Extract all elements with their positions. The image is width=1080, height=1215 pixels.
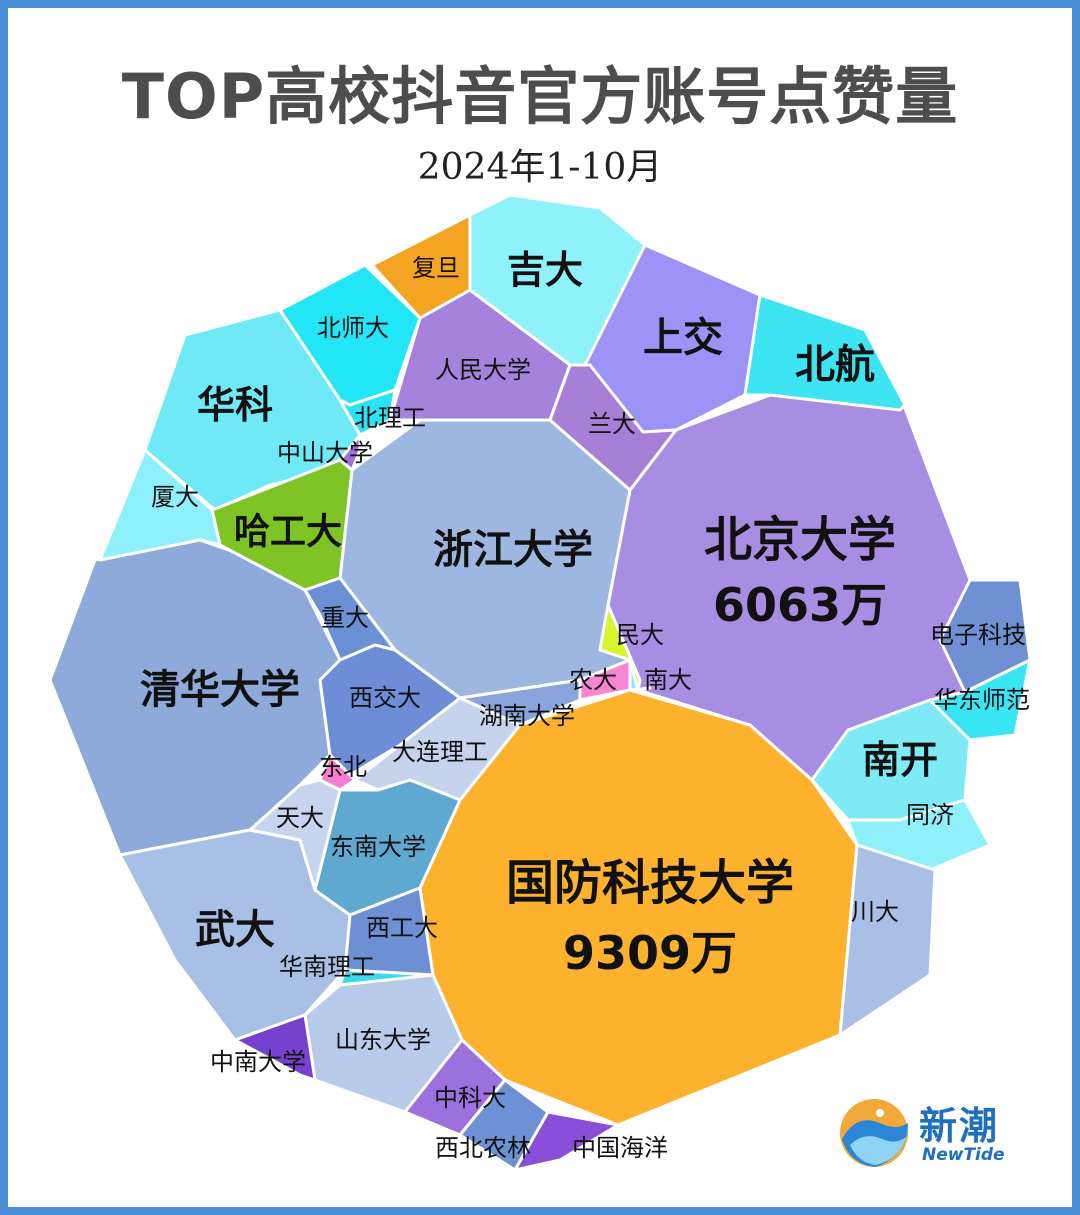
- cell-label-25: 农大: [569, 666, 617, 694]
- cell-27: [313, 778, 462, 917]
- cell-label-10: 北航: [795, 342, 875, 388]
- cell-value-label-1: 9309万: [563, 926, 737, 980]
- cell-label-27: 东南大学: [330, 833, 426, 861]
- wave-logo-icon: [840, 1099, 908, 1167]
- voronoi-chart: 国防科技大学9309万北京大学6063万浙江大学清华大学武大华科哈工大吉大上交北…: [48, 193, 1032, 1172]
- cell-label-13: 北师大: [317, 314, 389, 342]
- cell-label-9: 上交: [643, 315, 723, 361]
- cell-label-21: 东北: [319, 753, 367, 781]
- chart-subtitle: 2024年1-10月: [417, 147, 663, 188]
- cell-label-5: 武大: [195, 907, 275, 953]
- cell-17: [338, 433, 362, 472]
- cell-label-7: 哈工大: [234, 512, 342, 553]
- cell-label-22: 大连理工: [392, 738, 488, 766]
- cell-label-20: 西交大: [349, 684, 421, 712]
- cell-39: [838, 843, 937, 1037]
- cell-label-3: 浙江大学: [433, 527, 593, 573]
- cell-26: [628, 658, 652, 692]
- cell-35: [513, 1110, 620, 1172]
- cell-10: [743, 293, 907, 412]
- cell-label-30: 华南理工: [279, 953, 375, 981]
- cell-36: [938, 578, 1032, 694]
- cell-37: [928, 658, 1032, 742]
- cell-label-35: 中国海洋: [572, 1134, 668, 1162]
- cell-28: [248, 778, 342, 892]
- cell-label-33: 中科大: [434, 1084, 506, 1112]
- cell-21: [318, 753, 357, 792]
- cell-label-15: 兰大: [588, 410, 636, 438]
- cell-label-11: 南开: [862, 738, 938, 782]
- logo-subname: NewTide: [922, 1145, 1005, 1165]
- cell-label-4: 清华大学: [140, 667, 300, 713]
- cell-label-31: 山东大学: [335, 1026, 431, 1054]
- cell-label-37: 华东师范: [934, 686, 1030, 714]
- cell-label-16: 北理工: [354, 404, 426, 432]
- newtide-logo: 新潮 NewTide: [836, 1093, 1036, 1173]
- cell-18: [98, 448, 222, 562]
- cell-label-2: 北京大学: [704, 512, 896, 568]
- chart-title: TOP高校抖音官方账号点赞量: [121, 60, 959, 133]
- cell-label-39: 川大: [851, 898, 899, 926]
- cell-16: [338, 388, 397, 437]
- cell-label-32: 中南大学: [210, 1048, 306, 1076]
- cell-label-29: 西工大: [366, 914, 438, 942]
- cell-label-34: 西北农林: [435, 1134, 531, 1162]
- cell-label-6: 华科: [197, 383, 273, 427]
- cell-label-36: 电子科技: [930, 621, 1026, 649]
- cell-value-label-2: 6063万: [713, 578, 887, 632]
- cell-label-1: 国防科技大学: [506, 855, 794, 911]
- logo-name: 新潮: [919, 1104, 1000, 1148]
- cell-label-12: 人民大学: [435, 356, 531, 384]
- cell-32: [233, 1013, 317, 1082]
- cell-label-24: 民大: [616, 621, 664, 649]
- cell-label-14: 复旦: [412, 254, 460, 282]
- cell-label-28: 天大: [276, 804, 324, 832]
- cell-label-19: 重大: [321, 604, 369, 632]
- cell-15: [548, 363, 678, 492]
- cell-label-18: 厦大: [151, 483, 199, 511]
- cell-14: [370, 213, 472, 320]
- cell-label-26: 南大: [644, 666, 692, 694]
- cell-label-8: 吉大: [507, 248, 583, 292]
- chart-frame: TOP高校抖音官方账号点赞量 2024年1-10月 国防科技大学 9309万 北京大…: [8, 8, 1072, 1207]
- cell-label-23: 湖南大学: [479, 702, 575, 730]
- cell-label-17: 中山大学: [277, 439, 373, 467]
- cell-label-38: 同济: [906, 801, 954, 829]
